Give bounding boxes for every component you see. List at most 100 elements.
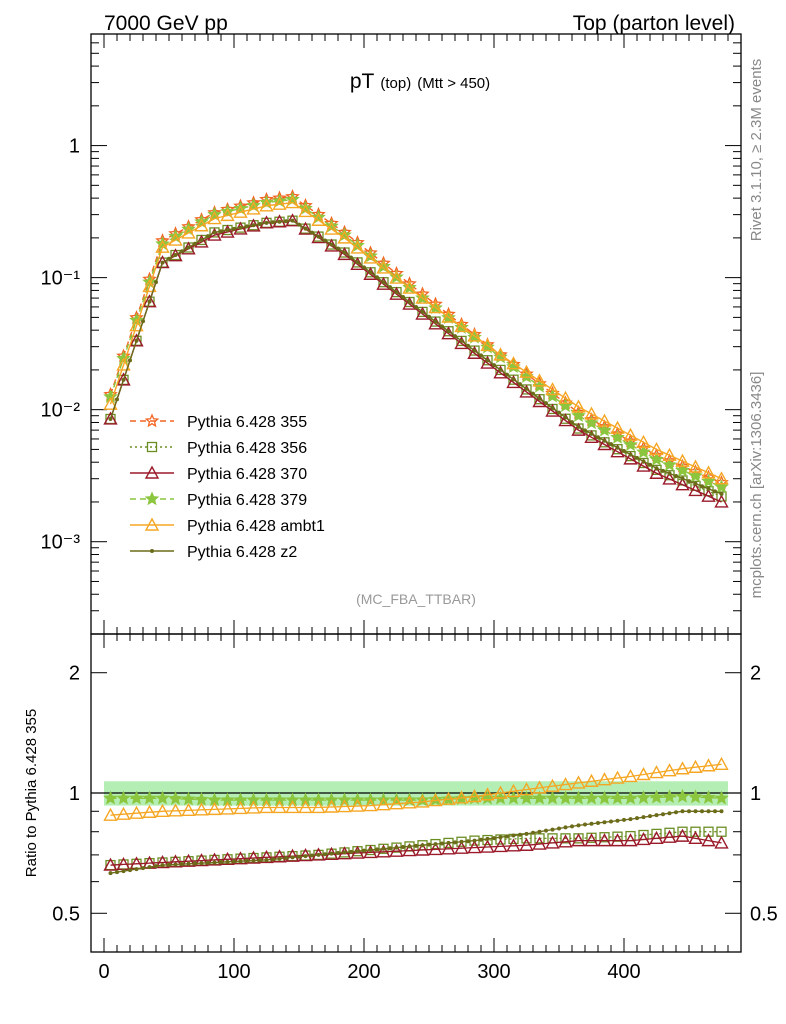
data-point-dot: [609, 819, 613, 824]
data-point-dot: [641, 459, 646, 464]
data-point-dot: [576, 424, 581, 429]
data-point-star: [181, 791, 196, 806]
data-point-triangle: [610, 420, 625, 434]
data-point-dot: [459, 338, 464, 343]
data-point-triangle: [584, 833, 599, 847]
data-point-square: [599, 832, 610, 843]
data-point-triangle: [467, 328, 482, 342]
data-point-dot: [407, 300, 412, 305]
y-tick-label: 10⁻¹: [41, 268, 81, 290]
main-axis-ticks: 10⁻³ 10⁻² 10⁻¹ 1: [41, 33, 741, 635]
data-point-star: [688, 789, 703, 804]
ratio-series-370: [103, 828, 729, 871]
data-point-triangle: [571, 399, 586, 413]
series-line: [109, 195, 722, 484]
data-point-dot: [251, 223, 256, 228]
data-point-dot: [225, 228, 230, 233]
data-point-triangle: [701, 758, 716, 772]
data-point-star: [103, 790, 118, 805]
data-point-triangle: [662, 447, 677, 461]
data-point-dot: [186, 245, 191, 250]
data-point-dot: [479, 837, 483, 842]
data-point-triangle: [272, 196, 287, 210]
data-point-dot: [186, 861, 191, 866]
data-point-triangle: [441, 309, 456, 323]
data-point-dot: [349, 255, 353, 260]
data-point-triangle: [714, 471, 729, 485]
data-point-star: [571, 790, 586, 805]
data-point-dot: [466, 343, 470, 348]
data-point-dot: [479, 353, 483, 358]
data-point-dot: [498, 367, 503, 372]
data-point-dot: [154, 864, 158, 869]
data-point-dot: [206, 860, 210, 865]
data-point-dot: [342, 850, 347, 855]
data-point-dot: [245, 858, 249, 863]
data-point-star: [675, 788, 690, 803]
data-point-triangle: [311, 800, 326, 814]
data-point-triangle: [636, 767, 651, 781]
data-point-triangle: [233, 204, 248, 218]
data-point-star: [610, 429, 625, 444]
data-point-triangle: [623, 427, 638, 441]
data-point-dot: [329, 851, 334, 856]
data-point-dot: [628, 817, 633, 822]
data-point-triangle: [298, 203, 313, 218]
data-point-dot: [219, 860, 223, 865]
data-point-triangle: [662, 829, 677, 843]
data-point-dot: [635, 816, 639, 821]
data-point-triangle: [428, 841, 443, 856]
header-right: Top (parton level): [573, 12, 735, 35]
data-point-dot: [589, 821, 594, 826]
data-point-dot: [355, 849, 360, 854]
data-point-dot: [336, 246, 340, 251]
data-point-triangle: [402, 843, 417, 857]
data-point-dot: [173, 862, 178, 867]
data-point-dot: [622, 449, 626, 454]
legend-label: Pythia 6.428 ambt1: [187, 518, 325, 535]
data-point-dot: [401, 845, 405, 850]
data-point-dot: [258, 222, 262, 227]
data-point-dot: [167, 256, 171, 261]
data-point-dot: [446, 329, 451, 334]
data-point-dot: [544, 828, 548, 833]
ratio-y-tick-label: 2: [69, 663, 80, 685]
data-point-triangle: [311, 230, 326, 244]
data-point-triangle: [467, 789, 482, 803]
data-point-triangle: [649, 765, 664, 779]
data-point-dot: [550, 827, 555, 832]
data-point-dot: [277, 856, 282, 861]
data-point-dot: [414, 304, 418, 309]
data-point-triangle: [155, 855, 170, 869]
data-point-triangle: [337, 230, 352, 244]
data-point-dot: [615, 818, 620, 823]
data-point-triangle: [116, 372, 131, 386]
data-point-dot: [108, 871, 113, 876]
data-point-dot: [232, 226, 236, 231]
data-point-triangle: [103, 807, 118, 821]
data-point-dot: [505, 372, 509, 377]
data-point-triangle: [623, 833, 638, 847]
data-point-dot: [264, 220, 269, 225]
plot-title-sub1: (top): [380, 75, 411, 92]
data-point-triangle: [584, 429, 599, 444]
data-point-triangle: [207, 801, 222, 816]
data-point-dot: [199, 861, 204, 866]
data-point-star: [623, 437, 638, 452]
legend-label: Pythia 6.428 356: [187, 440, 307, 457]
data-point-triangle: [363, 798, 378, 812]
data-point-dot: [485, 358, 490, 363]
data-point-dot: [648, 814, 652, 819]
data-point-star: [155, 790, 170, 805]
data-point-triangle: [662, 471, 677, 485]
data-point-dot: [550, 405, 555, 410]
data-point-dot: [212, 860, 217, 865]
data-point-dot: [375, 847, 379, 852]
data-point-dot: [160, 863, 165, 868]
data-point-dot: [297, 222, 301, 227]
data-point-triangle: [714, 756, 729, 770]
data-point-star: [701, 473, 716, 488]
data-point-triangle: [675, 828, 690, 842]
data-point-triangle: [324, 221, 339, 235]
